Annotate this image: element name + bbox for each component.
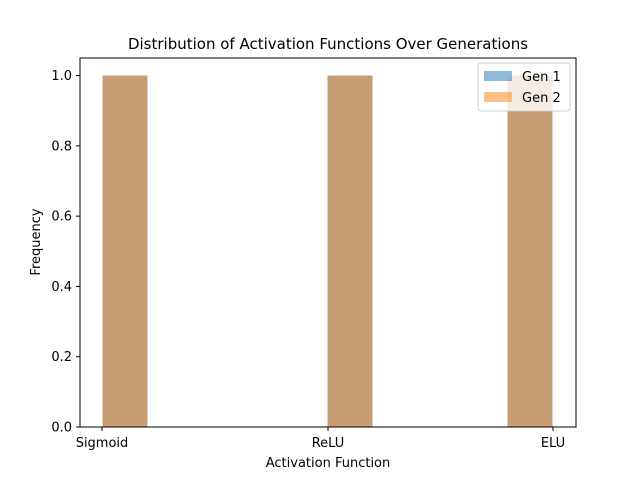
- bar-gen-2-sigmoid: [102, 75, 148, 428]
- chart-title: Distribution of Activation Functions Ove…: [128, 35, 528, 53]
- y-tick-label: 0.8: [51, 139, 72, 154]
- y-tick-label: 0.0: [51, 421, 72, 436]
- legend-swatch: [484, 92, 512, 102]
- legend-label: Gen 1: [522, 70, 561, 85]
- y-tick-label: 0.6: [51, 210, 72, 225]
- y-tick-label: 1.0: [51, 69, 72, 84]
- y-tick-label: 0.2: [51, 350, 72, 365]
- y-axis-label: Frequency: [29, 208, 44, 275]
- x-tick-label-relu: ReLU: [312, 436, 345, 451]
- legend-label: Gen 2: [522, 91, 561, 106]
- y-tick-label: 0.4: [51, 280, 72, 295]
- x-tick-label-sigmoid: Sigmoid: [76, 436, 129, 451]
- bars: [102, 75, 553, 428]
- x-axis: Sigmoid ReLU ELU: [76, 427, 565, 451]
- bar-gen-2-relu: [327, 75, 373, 428]
- legend-swatch: [484, 71, 512, 81]
- legend: Gen 1 Gen 2: [477, 62, 571, 112]
- x-tick-label-elu: ELU: [541, 436, 565, 451]
- bar-gen-2-elu: [507, 75, 553, 428]
- y-axis: 0.0 0.2 0.4 0.6 0.8 1.0: [51, 69, 80, 436]
- x-axis-label: Activation Function: [266, 456, 391, 471]
